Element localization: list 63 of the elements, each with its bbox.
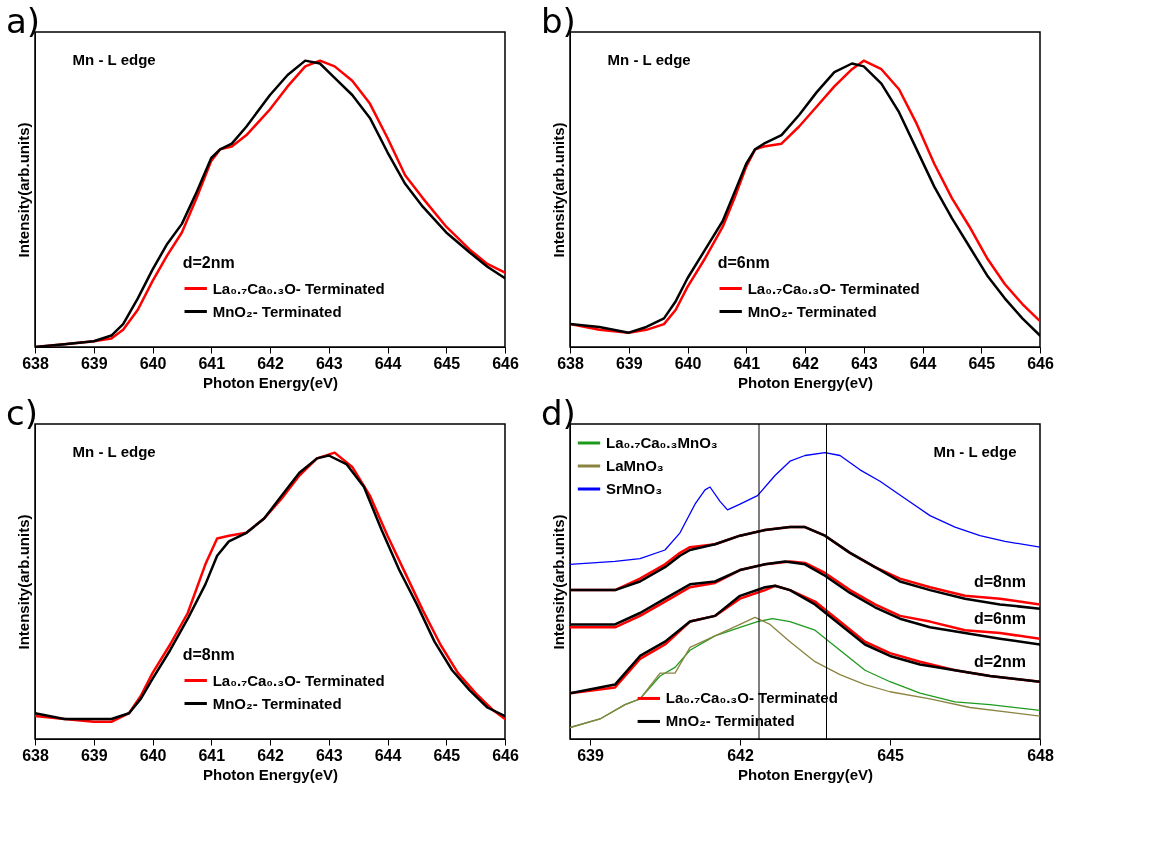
x-tick-label: 645 xyxy=(433,746,461,764)
x-tick-label: 648 xyxy=(1027,746,1054,764)
x-axis-title: Photon Energy(eV) xyxy=(737,373,874,391)
annotation: Mn - L edge xyxy=(72,51,156,69)
legend-label: MnO₂- Terminated xyxy=(212,694,342,712)
x-tick-label: 639 xyxy=(80,354,108,372)
x-tick-label: 639 xyxy=(577,746,604,764)
legend-label: MnO₂- Terminated xyxy=(665,712,795,730)
x-axis-title: Photon Energy(eV) xyxy=(737,765,874,783)
annotation: Mn - L edge xyxy=(607,51,691,69)
x-axis-title: Photon Energy(eV) xyxy=(202,373,339,391)
x-tick-label: 638 xyxy=(22,354,49,372)
annotation: Mn - L edge xyxy=(72,443,156,461)
x-tick-label: 645 xyxy=(433,354,461,372)
annotation: d=8nm xyxy=(973,572,1026,590)
x-tick-label: 642 xyxy=(257,354,284,372)
chart-title: a) xyxy=(6,1,41,41)
x-tick-label: 640 xyxy=(139,354,167,372)
x-tick-label: 640 xyxy=(674,354,702,372)
x-tick-label: 638 xyxy=(22,746,49,764)
x-tick-label: 638 xyxy=(557,354,584,372)
chart-title: d) xyxy=(541,392,576,433)
x-tick-label: 646 xyxy=(1027,354,1054,372)
x-tick-label: 639 xyxy=(615,354,643,372)
legend-title: d=2nm xyxy=(182,253,235,271)
x-tick-label: 644 xyxy=(909,354,937,372)
y-axis-title: Intensity(arb.units) xyxy=(549,514,567,650)
y-axis-title: Intensity(arb.units) xyxy=(14,514,32,650)
legend-label: MnO₂- Terminated xyxy=(747,302,877,320)
x-tick-label: 646 xyxy=(492,746,519,764)
legend-label: La₀.₇Ca₀.₃O- Terminated xyxy=(747,279,920,297)
x-tick-label: 642 xyxy=(257,746,284,764)
legend-title: d=6nm xyxy=(717,253,770,271)
x-tick-label: 642 xyxy=(727,746,754,764)
annotation: Mn - L edge xyxy=(933,443,1017,461)
legend-label: La₀.₇Ca₀.₃O- Terminated xyxy=(212,279,385,297)
x-tick-label: 644 xyxy=(374,354,402,372)
x-tick-label: 643 xyxy=(315,746,343,764)
legend-label: La₀.₇Ca₀.₃MnO₃ xyxy=(606,434,718,451)
x-tick-label: 643 xyxy=(850,354,878,372)
annotation: d=2nm xyxy=(973,652,1026,670)
x-tick-label: 641 xyxy=(198,354,226,372)
x-tick-label: 642 xyxy=(792,354,819,372)
x-tick-label: 639 xyxy=(80,746,108,764)
x-tick-label: 640 xyxy=(139,746,167,764)
x-tick-label: 645 xyxy=(968,354,996,372)
chart-title: b) xyxy=(541,1,576,41)
legend-label: LaMnO₃ xyxy=(606,457,664,474)
x-tick-label: 644 xyxy=(374,746,402,764)
x-tick-label: 641 xyxy=(198,746,226,764)
legend-title: d=8nm xyxy=(182,645,235,663)
legend-label: SrMnO₃ xyxy=(606,480,663,497)
x-tick-label: 645 xyxy=(877,746,904,764)
legend-label: La₀.₇Ca₀.₃O- Terminated xyxy=(212,671,385,689)
y-axis-title: Intensity(arb.units) xyxy=(549,122,567,258)
legend-label: MnO₂- Terminated xyxy=(212,302,342,320)
x-tick-label: 641 xyxy=(733,354,761,372)
y-axis-title: Intensity(arb.units) xyxy=(14,122,32,258)
annotation: d=6nm xyxy=(973,610,1026,628)
x-axis-title: Photon Energy(eV) xyxy=(202,765,339,783)
x-tick-label: 646 xyxy=(492,354,519,372)
chart-title: c) xyxy=(6,393,38,433)
x-tick-label: 643 xyxy=(315,354,343,372)
